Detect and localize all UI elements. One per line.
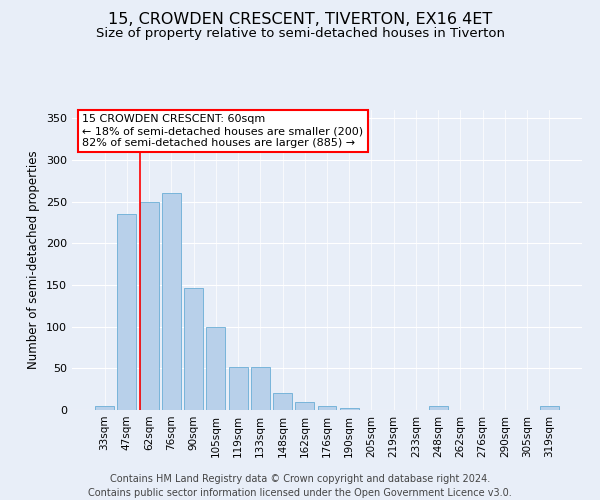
Bar bbox=[229, 366, 248, 410]
Bar bbox=[162, 194, 181, 410]
Bar bbox=[95, 406, 114, 410]
Text: Size of property relative to semi-detached houses in Tiverton: Size of property relative to semi-detach… bbox=[95, 28, 505, 40]
Bar bbox=[206, 326, 225, 410]
Bar bbox=[340, 408, 359, 410]
Bar bbox=[317, 406, 337, 410]
Bar bbox=[429, 406, 448, 410]
Text: 15 CROWDEN CRESCENT: 60sqm
← 18% of semi-detached houses are smaller (200)
82% o: 15 CROWDEN CRESCENT: 60sqm ← 18% of semi… bbox=[82, 114, 364, 148]
Bar bbox=[295, 402, 314, 410]
Y-axis label: Number of semi-detached properties: Number of semi-detached properties bbox=[28, 150, 40, 370]
Bar bbox=[140, 202, 158, 410]
Bar bbox=[251, 366, 270, 410]
Bar bbox=[184, 288, 203, 410]
Bar bbox=[540, 406, 559, 410]
Text: Contains HM Land Registry data © Crown copyright and database right 2024.
Contai: Contains HM Land Registry data © Crown c… bbox=[88, 474, 512, 498]
Bar bbox=[273, 394, 292, 410]
Bar bbox=[118, 214, 136, 410]
Text: 15, CROWDEN CRESCENT, TIVERTON, EX16 4ET: 15, CROWDEN CRESCENT, TIVERTON, EX16 4ET bbox=[108, 12, 492, 28]
